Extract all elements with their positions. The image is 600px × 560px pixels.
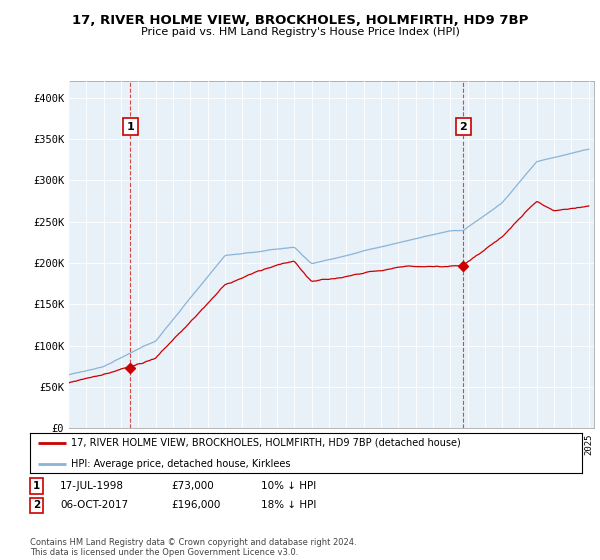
Text: £73,000: £73,000 <box>171 481 214 491</box>
Text: Contains HM Land Registry data © Crown copyright and database right 2024.
This d: Contains HM Land Registry data © Crown c… <box>30 538 356 557</box>
Text: 17, RIVER HOLME VIEW, BROCKHOLES, HOLMFIRTH, HD9 7BP (detached house): 17, RIVER HOLME VIEW, BROCKHOLES, HOLMFI… <box>71 438 461 448</box>
Text: 17-JUL-1998: 17-JUL-1998 <box>60 481 124 491</box>
Text: 18% ↓ HPI: 18% ↓ HPI <box>261 500 316 510</box>
Text: Price paid vs. HM Land Registry's House Price Index (HPI): Price paid vs. HM Land Registry's House … <box>140 27 460 37</box>
Text: 1: 1 <box>33 481 40 491</box>
Text: 1: 1 <box>127 122 134 132</box>
Text: HPI: Average price, detached house, Kirklees: HPI: Average price, detached house, Kirk… <box>71 459 291 469</box>
Text: 17, RIVER HOLME VIEW, BROCKHOLES, HOLMFIRTH, HD9 7BP: 17, RIVER HOLME VIEW, BROCKHOLES, HOLMFI… <box>72 14 528 27</box>
Text: 06-OCT-2017: 06-OCT-2017 <box>60 500 128 510</box>
Text: 10% ↓ HPI: 10% ↓ HPI <box>261 481 316 491</box>
Text: 2: 2 <box>460 122 467 132</box>
Text: £196,000: £196,000 <box>171 500 220 510</box>
Text: 2: 2 <box>33 500 40 510</box>
